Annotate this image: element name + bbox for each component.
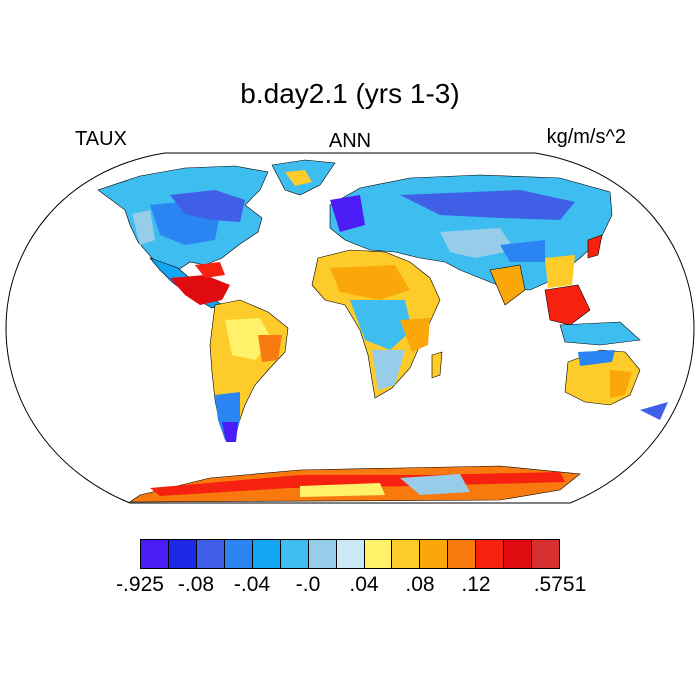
colorbar-tick-label: .08 — [405, 573, 435, 596]
colorbar-swatch — [504, 540, 533, 568]
north-america-west — [132, 210, 155, 245]
scandinavia — [330, 195, 365, 232]
greenland-core — [285, 170, 312, 186]
colorbar-swatch — [420, 540, 449, 568]
colorbar-swatch — [252, 540, 281, 568]
colorbar-swatch — [308, 540, 337, 568]
plot-title: b.day2.1 (yrs 1-3) — [240, 78, 460, 109]
units-label: kg/m/s^2 — [546, 126, 626, 148]
colorbar-tick-label: -.925 — [116, 573, 164, 596]
variable-label: TAUX — [75, 128, 127, 150]
sahara-core — [330, 265, 410, 300]
new-zealand — [640, 402, 668, 420]
colorbar-labels: -.925 -.08 -.04 -.0 .04 .08 .12 .5751 — [0, 573, 700, 603]
colorbar-tick-label: -.08 — [177, 573, 215, 596]
antarctica-yellow — [300, 483, 385, 497]
colorbar-tick-label: -.0 — [295, 573, 321, 596]
land-field — [97, 159, 668, 503]
season-label: ANN — [328, 130, 372, 152]
south-america-east — [258, 335, 282, 362]
colorbar-swatch — [280, 540, 309, 568]
colorbar-swatch — [168, 540, 197, 568]
australia-east — [610, 370, 632, 398]
colorbar-swatch — [336, 540, 365, 568]
indonesia — [559, 321, 641, 346]
colorbar-tick-label: -.04 — [233, 573, 271, 596]
central-africa — [350, 300, 412, 350]
japan — [587, 234, 603, 259]
southern-africa — [372, 350, 405, 390]
madagascar — [431, 351, 443, 379]
patagonia-tip — [222, 422, 238, 442]
canadian-shield — [170, 190, 245, 222]
colorbar-tick-label: .5751 — [533, 573, 587, 596]
siberia-strong — [400, 190, 575, 220]
antarctica-blue — [400, 474, 470, 495]
southeast-asia — [544, 284, 591, 326]
east-china — [545, 255, 575, 288]
east-africa — [400, 318, 430, 352]
colorbar-tick-label: .04 — [349, 573, 379, 596]
central-asia — [440, 228, 515, 258]
colorbar-swatch — [224, 540, 253, 568]
colorbar-swatch — [476, 540, 505, 568]
colorbar-swatch — [364, 540, 393, 568]
tibet — [500, 240, 545, 262]
colorbar — [140, 539, 560, 569]
caribbean-strong — [170, 275, 230, 305]
colorbar-swatch — [532, 540, 560, 568]
colorbar-tick-label: .12 — [461, 573, 491, 596]
australia-north — [578, 350, 615, 366]
colorbar-swatch — [196, 540, 225, 568]
colorbar-swatch — [448, 540, 477, 568]
gulf-coast — [195, 262, 225, 278]
colorbar-swatch — [392, 540, 421, 568]
colorbar-swatch — [141, 540, 169, 568]
india-region — [489, 264, 526, 306]
